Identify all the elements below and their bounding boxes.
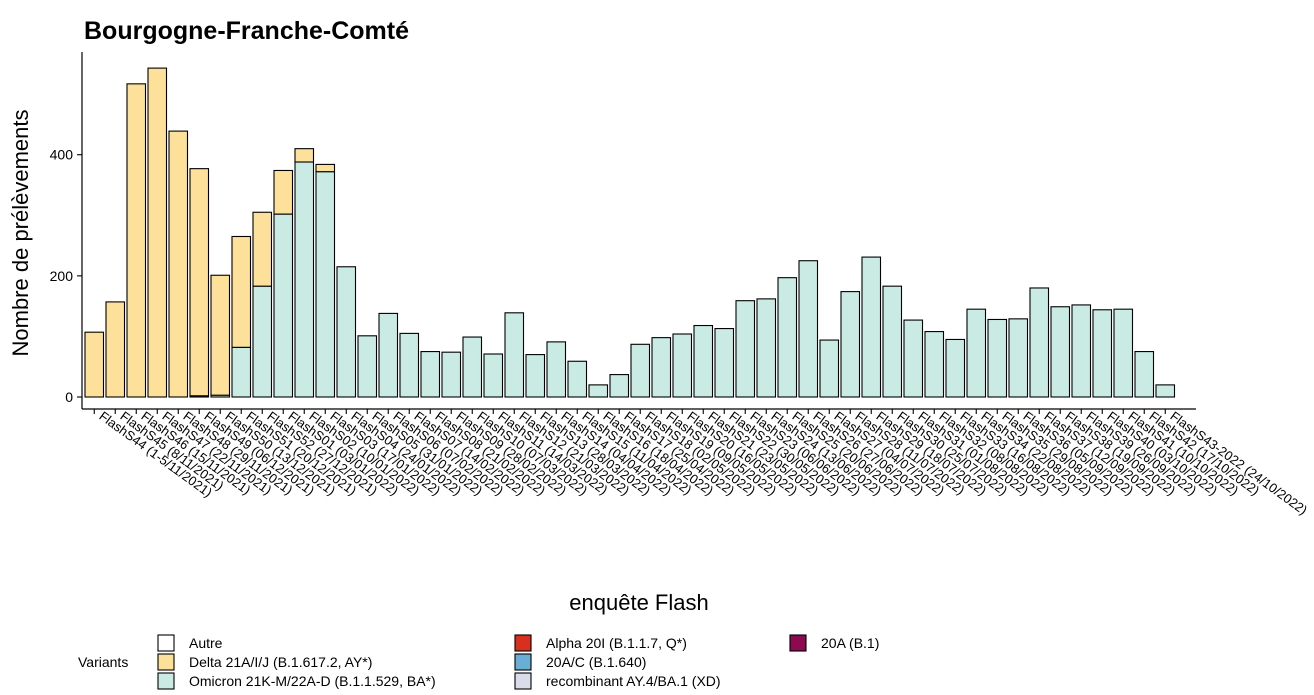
bar-segment xyxy=(609,374,630,398)
bar-segment xyxy=(273,169,294,215)
bar-segment xyxy=(462,336,483,398)
bar-segment xyxy=(189,168,210,397)
plot-area xyxy=(84,67,1176,398)
bar-segment xyxy=(693,324,714,398)
bar-segment xyxy=(420,351,441,398)
bar-segment xyxy=(1155,384,1176,398)
bar-segment xyxy=(882,285,903,398)
bar-segment xyxy=(714,328,735,398)
legend: Variants Autre Delta 21A/I/J (B.1.617.2, … xyxy=(78,634,879,690)
bar-segment xyxy=(1134,351,1155,398)
bar-segment xyxy=(483,353,504,398)
bar-segment xyxy=(840,291,861,398)
bar-segment xyxy=(1008,318,1029,398)
bar-segment xyxy=(1092,309,1113,398)
bar-segment xyxy=(147,67,168,398)
bar-segment xyxy=(1029,287,1050,398)
bar-segment xyxy=(504,312,525,398)
legend-swatch xyxy=(157,634,175,652)
bar-segment xyxy=(525,354,546,398)
bar-segment xyxy=(756,298,777,398)
bar-segment xyxy=(798,260,819,398)
bar-segment xyxy=(672,333,693,398)
bar-segment xyxy=(357,335,378,398)
bar-segment xyxy=(735,300,756,398)
bar-segment xyxy=(231,346,252,398)
bar-segment xyxy=(987,318,1008,398)
y-axis-ticks: 0 200 400 xyxy=(50,147,82,405)
chart-title: Bourgogne-Franche-Comté xyxy=(84,17,409,45)
bar-segment xyxy=(1071,304,1092,398)
legend-label: Delta 21A/I/J (B.1.617.2, AY*) xyxy=(189,654,372,670)
legend-swatch xyxy=(157,653,175,671)
y-tick-label: 400 xyxy=(50,147,74,163)
bar-segment xyxy=(777,277,798,398)
bar-segment xyxy=(294,148,315,163)
bar-segment xyxy=(252,285,273,398)
legend-swatch xyxy=(514,653,532,671)
bar-segment xyxy=(861,256,882,398)
bar-segment xyxy=(819,339,840,398)
y-tick-label: 0 xyxy=(65,389,73,405)
bar-segment xyxy=(945,338,966,398)
bar-segment xyxy=(210,274,231,396)
bar-segment xyxy=(252,211,273,287)
legend-swatch xyxy=(789,634,807,652)
bar-segment xyxy=(168,130,189,398)
axes xyxy=(81,52,1196,410)
x-axis-title: enquête Flash xyxy=(569,590,708,615)
bar-segment xyxy=(84,331,105,398)
legend-label: Omicron 21K-M/22A-D (B.1.1.529, BA*) xyxy=(189,673,436,689)
bar-segment xyxy=(105,301,126,398)
bar-segment xyxy=(294,161,315,398)
legend-label: Autre xyxy=(189,635,223,651)
legend-label: 20A (B.1) xyxy=(821,635,879,651)
bar-segment xyxy=(399,332,420,398)
bar-segment xyxy=(126,83,147,398)
y-tick-label: 200 xyxy=(50,268,74,284)
bar-segment xyxy=(567,360,588,398)
legend-title: Variants xyxy=(78,654,128,670)
bar-segment xyxy=(378,312,399,398)
bar-segment xyxy=(903,319,924,398)
bar-segment xyxy=(273,213,294,398)
bar-segment xyxy=(1050,306,1071,398)
bar-segment xyxy=(441,351,462,398)
legend-label: Alpha 20I (B.1.1.7, Q*) xyxy=(546,635,687,651)
y-axis-title: Nombre de prélèvements xyxy=(8,109,33,356)
bar-segment xyxy=(231,235,252,348)
bar-segment xyxy=(315,171,336,398)
bar-segment xyxy=(651,337,672,398)
legend-swatch xyxy=(514,634,532,652)
bar-segment xyxy=(1113,308,1134,398)
bar-segment xyxy=(924,331,945,398)
bar-segment xyxy=(588,384,609,398)
bar-segment xyxy=(630,343,651,398)
bar-segment xyxy=(315,163,336,173)
legend-label: 20A/C (B.1.640) xyxy=(546,654,646,670)
bar-segment xyxy=(966,308,987,398)
legend-label: recombinant AY.4/BA.1 (XD) xyxy=(546,673,721,689)
bar-segment xyxy=(546,341,567,398)
legend-swatch xyxy=(514,672,532,690)
legend-swatch xyxy=(157,672,175,690)
x-axis-ticks: FlashS44 (1-5/11/2021)FlashS45 (8/11/202… xyxy=(93,408,1310,518)
bar-segment xyxy=(336,266,357,398)
